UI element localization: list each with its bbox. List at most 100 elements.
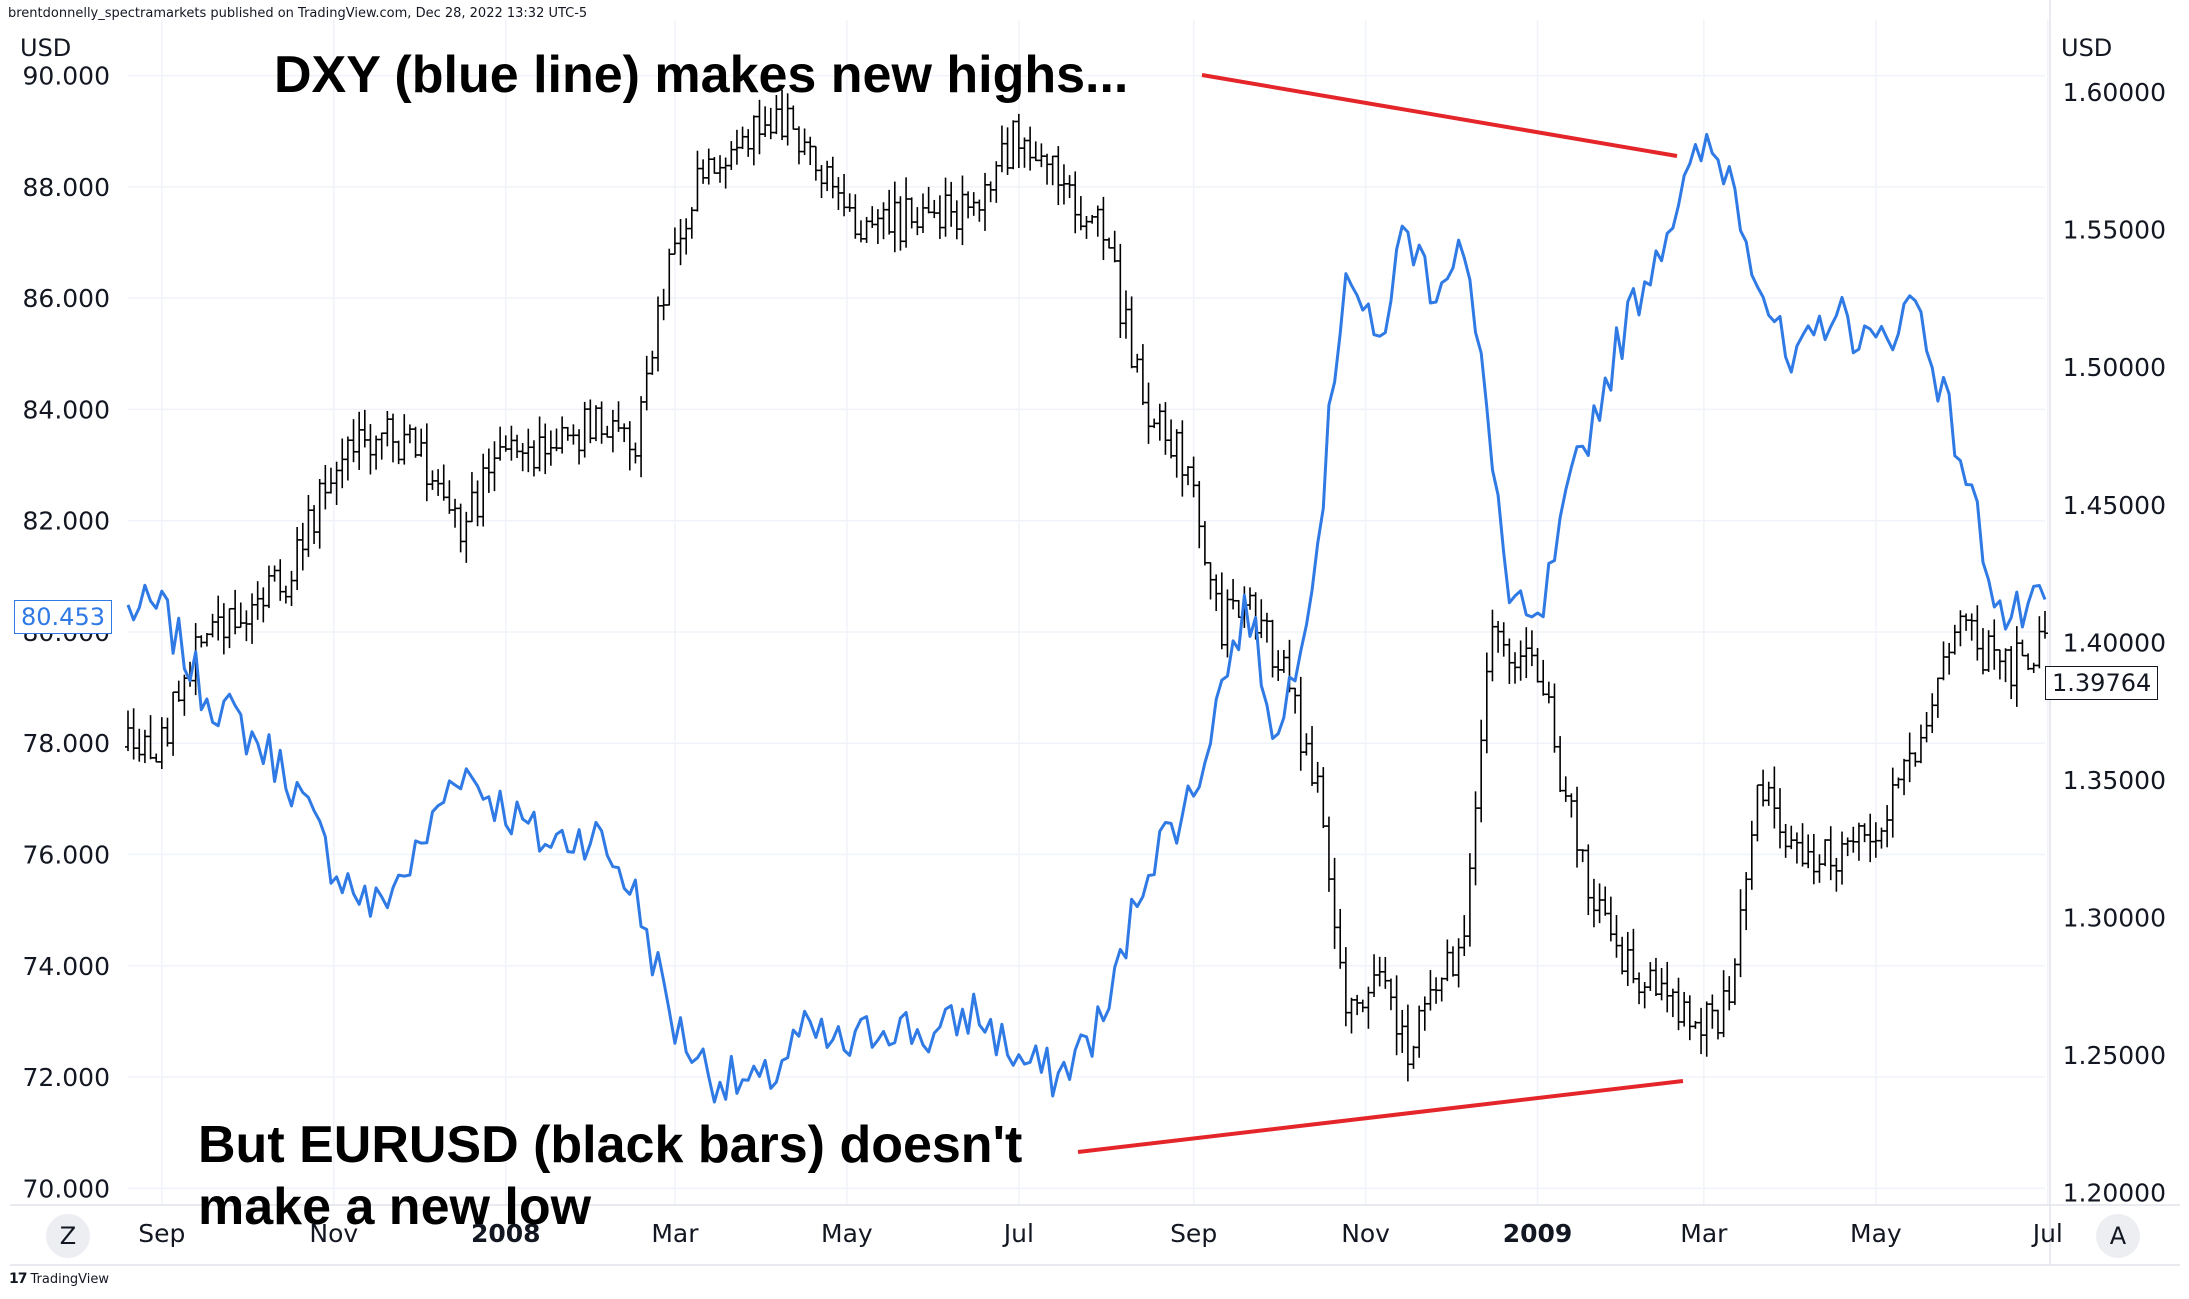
eurusd-bar-53: [423, 423, 430, 502]
eurusd-bar-240: [1478, 719, 1485, 823]
eurusd-bar-21: [243, 610, 250, 642]
auto-scale-button[interactable]: A: [2096, 1214, 2140, 1258]
eurusd-bar-303: [1833, 858, 1840, 892]
right-tick-5: 1.45000: [2063, 491, 2166, 520]
eurusd-bar-52: [418, 428, 425, 457]
eurusd-bar-136: [891, 181, 898, 253]
eurusd-bar-270: [1647, 962, 1654, 991]
eurusd-bar-306: [1850, 826, 1857, 853]
eurusd-bar-312: [1884, 805, 1891, 848]
eurusd-bar-339: [2036, 616, 2043, 669]
eurusd-bar-302: [1827, 826, 1834, 881]
eurusd-bar-13: [198, 635, 205, 648]
eurusd-bar-60: [463, 511, 470, 563]
eurusd-bar-238: [1466, 853, 1473, 947]
eurusd-bar-19: [232, 589, 239, 635]
eurusd-bar-267: [1630, 928, 1637, 984]
eurusd-bar-54: [429, 470, 436, 490]
eurusd-bar-191: [1201, 521, 1208, 566]
eurusd-bar-106: [722, 157, 729, 189]
x-tick-9: Mar: [1680, 1219, 1728, 1248]
eurusd-bar-252: [1545, 681, 1552, 704]
eurusd-bar-181: [1145, 382, 1152, 444]
x-tick-2: 2008: [471, 1219, 541, 1248]
eurusd-bar-87: [615, 401, 622, 432]
eurusd-bar-160: [1027, 126, 1034, 171]
eurusd-bar-129: [852, 194, 859, 239]
annotation-bottom: But EURUSD (black bars) doesn't make a n…: [198, 1116, 1023, 1236]
eurusd-bar-281: [1709, 994, 1716, 1029]
eurusd-bar-218: [1354, 994, 1361, 1016]
eurusd-bar-68: [508, 425, 515, 461]
eurusd-bar-168: [1072, 171, 1079, 234]
eurusd-bar-80: [576, 429, 583, 465]
eurusd-bar-187: [1179, 420, 1186, 497]
eurusd-bar-277: [1686, 995, 1693, 1041]
eurusd-bar-0: [125, 710, 131, 752]
eurusd-bar-319: [1923, 711, 1930, 743]
eurusd-bar-103: [705, 148, 712, 185]
eurusd-bar-272: [1658, 968, 1665, 1001]
eurusd-bar-2: [136, 728, 143, 762]
eurusd-bar-202: [1263, 612, 1270, 643]
eurusd-bar-211: [1314, 761, 1321, 793]
eurusd-bar-15: [209, 613, 216, 638]
eurusd-bar-286: [1737, 889, 1744, 978]
eurusd-bar-158: [1015, 113, 1022, 168]
eurusd-bar-237: [1461, 915, 1468, 957]
eurusd-bar-153: [987, 181, 994, 203]
eurusd-bar-72: [530, 440, 537, 477]
eurusd-bar-144: [936, 195, 943, 239]
eurusd-bar-195: [1224, 589, 1231, 658]
eurusd-bar-94: [654, 296, 661, 372]
eurusd-bar-170: [1083, 216, 1090, 239]
x-tick-10: May: [1850, 1219, 1902, 1248]
eurusd-bar-304: [1839, 831, 1846, 885]
eurusd-bar-85: [604, 425, 611, 438]
eurusd-bar-50: [406, 424, 413, 444]
eurusd-bar-133: [874, 209, 881, 245]
eurusd-bar-46: [384, 410, 391, 447]
eurusd-bar-309: [1867, 813, 1874, 863]
eurusd-bar-38: [339, 438, 346, 489]
eurusd-bar-327: [1968, 613, 1975, 641]
x-tick-11: Jul: [2031, 1219, 2063, 1248]
eurusd-bar-116: [779, 89, 786, 141]
eurusd-bar-143: [931, 199, 938, 219]
dxy-series-line: [126, 132, 2047, 1104]
eurusd-bar-121: [807, 136, 814, 166]
eurusd-bar-147: [953, 200, 960, 240]
eurusd-bar-22: [249, 593, 256, 644]
eurusd-bar-284: [1726, 976, 1733, 1011]
eurusd-bar-183: [1156, 403, 1163, 441]
eurusd-bar-78: [564, 426, 571, 441]
eurusd-bar-107: [728, 141, 735, 171]
eurusd-bar-97: [671, 227, 678, 255]
eurusd-bar-326: [1963, 613, 1970, 631]
eurusd-bar-201: [1258, 599, 1265, 639]
eurusd-bar-208: [1297, 676, 1304, 771]
eurusd-bar-338: [2030, 662, 2037, 674]
tradingview-logo: 17 TradingView: [9, 1271, 109, 1287]
right-tick-6: 1.50000: [2063, 353, 2166, 382]
eurusd-bar-29: [288, 570, 295, 607]
eurusd-bar-155: [998, 125, 1005, 173]
eurusd-bar-283: [1720, 970, 1727, 1038]
eurusd-bar-337: [2025, 653, 2032, 671]
eurusd-bar-274: [1669, 988, 1676, 1018]
eurusd-bar-330: [1985, 630, 1992, 672]
eurusd-bar-115: [773, 95, 780, 135]
eurusd-bar-269: [1641, 982, 1648, 1009]
eurusd-bar-233: [1438, 977, 1445, 1002]
eurusd-bar-34: [316, 478, 323, 549]
eurusd-bar-220: [1365, 986, 1372, 1029]
eurusd-bar-122: [812, 145, 819, 181]
eurusd-bar-182: [1151, 418, 1158, 429]
eurusd-bar-32: [305, 494, 312, 557]
eurusd-bar-249: [1528, 630, 1535, 667]
zoom-button[interactable]: Z: [46, 1214, 90, 1258]
eurusd-bar-40: [350, 419, 357, 463]
eurusd-bar-37: [333, 461, 340, 505]
eurusd-bar-161: [1032, 141, 1039, 162]
eurusd-bar-112: [756, 99, 763, 155]
